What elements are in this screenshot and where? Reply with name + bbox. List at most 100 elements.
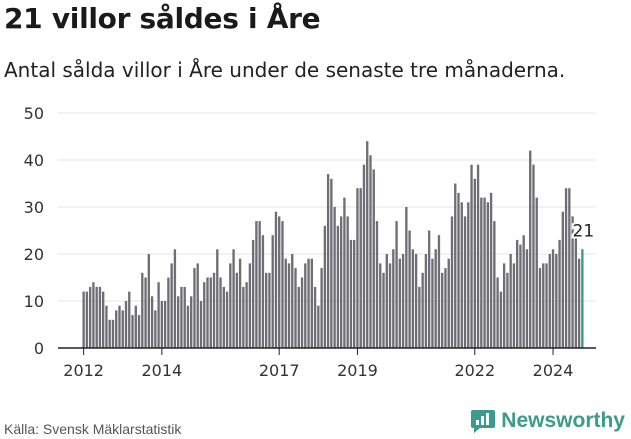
bar xyxy=(157,282,160,348)
bar xyxy=(411,249,415,348)
bar xyxy=(535,197,538,348)
bar xyxy=(85,291,89,348)
bar xyxy=(82,291,85,348)
bar xyxy=(323,225,327,348)
bar xyxy=(489,192,493,348)
bar xyxy=(486,202,490,348)
bar xyxy=(160,301,164,348)
bar xyxy=(118,305,121,348)
bar xyxy=(150,296,154,348)
y-tick-label: 50 xyxy=(24,104,44,123)
bar xyxy=(170,263,173,348)
bar xyxy=(137,315,141,348)
bar xyxy=(499,291,503,348)
newsworthy-logo-icon xyxy=(471,410,496,433)
x-tick-label: 2022 xyxy=(454,361,495,380)
bar xyxy=(222,286,225,348)
bar xyxy=(349,239,353,348)
y-axis-ticks: 0 10 20 30 40 50 xyxy=(24,104,44,358)
bar xyxy=(300,277,304,348)
bar xyxy=(463,216,467,348)
bar xyxy=(388,263,392,348)
bar xyxy=(356,188,359,348)
bar xyxy=(359,188,362,348)
bar xyxy=(460,202,463,348)
bar xyxy=(310,258,313,348)
bar xyxy=(326,174,330,348)
bar xyxy=(493,221,496,348)
bar xyxy=(281,221,284,348)
bar xyxy=(134,305,137,348)
chart-title: 21 villor såldes i Åre xyxy=(4,2,321,35)
bar xyxy=(304,263,307,348)
bar xyxy=(447,258,450,348)
bar xyxy=(173,249,177,348)
bar xyxy=(401,254,405,348)
brand-name: Newsworthy xyxy=(501,409,625,432)
bar xyxy=(571,216,574,348)
bar xyxy=(408,230,411,348)
bar xyxy=(167,277,170,348)
bar xyxy=(320,268,323,348)
bar xyxy=(330,178,333,348)
bar xyxy=(235,272,239,348)
bar xyxy=(115,310,118,348)
bar xyxy=(111,319,115,348)
bar xyxy=(92,282,95,348)
y-tick-label: 40 xyxy=(24,151,44,170)
bar xyxy=(238,258,242,348)
bar xyxy=(141,272,144,348)
bar xyxy=(509,254,512,348)
bar xyxy=(147,254,150,348)
bar xyxy=(441,272,444,348)
bars xyxy=(82,141,584,348)
bar xyxy=(480,197,483,348)
bar xyxy=(577,258,581,348)
bar xyxy=(483,197,486,348)
bar xyxy=(274,211,278,348)
x-tick-label: 2017 xyxy=(259,361,300,380)
bar xyxy=(336,225,340,348)
bar xyxy=(333,207,336,348)
bar xyxy=(291,254,294,348)
bar xyxy=(457,192,460,348)
bar xyxy=(121,310,124,348)
bar xyxy=(470,164,473,348)
bar xyxy=(382,272,385,348)
bar xyxy=(405,207,408,348)
bar xyxy=(180,286,183,348)
bar xyxy=(427,230,431,348)
bar xyxy=(131,315,134,348)
bar xyxy=(258,221,261,348)
brand-logo[interactable]: Newsworthy xyxy=(470,408,625,434)
y-tick-label: 30 xyxy=(24,198,44,217)
bar xyxy=(163,301,167,348)
bar xyxy=(216,249,219,348)
bar xyxy=(212,272,216,348)
bar xyxy=(418,286,421,348)
bar xyxy=(366,141,369,348)
bar xyxy=(339,216,343,348)
bar xyxy=(186,305,190,348)
bar xyxy=(176,296,180,348)
bar xyxy=(555,254,558,348)
bar xyxy=(297,286,300,348)
bar xyxy=(476,164,480,348)
bar xyxy=(268,272,271,348)
bar xyxy=(522,235,525,348)
bar xyxy=(506,272,509,348)
bar xyxy=(265,272,268,348)
bar xyxy=(199,301,203,348)
bar xyxy=(369,155,372,348)
bar xyxy=(421,272,424,348)
bar xyxy=(467,202,470,348)
bar xyxy=(209,277,212,348)
bar xyxy=(108,319,111,348)
bar xyxy=(516,239,519,348)
bar xyxy=(248,263,252,348)
y-tick-label: 20 xyxy=(24,245,44,264)
bar xyxy=(88,286,92,348)
last-value-label: 21 xyxy=(573,221,595,241)
bar xyxy=(532,164,535,348)
bar xyxy=(379,263,382,348)
